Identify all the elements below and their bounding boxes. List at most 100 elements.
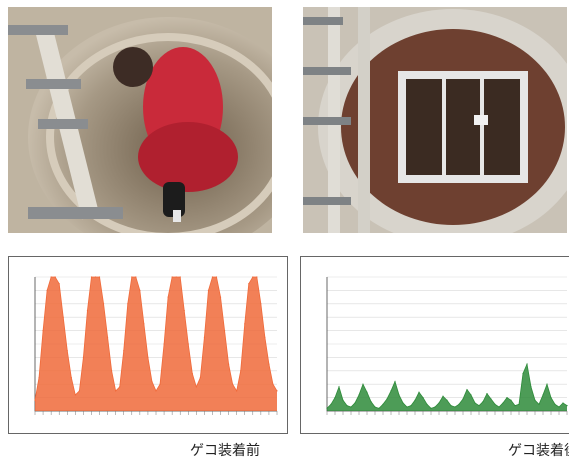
data-point bbox=[358, 394, 360, 396]
data-point bbox=[454, 406, 456, 408]
data-point bbox=[50, 276, 52, 278]
data-point bbox=[191, 372, 193, 375]
data-point bbox=[534, 399, 536, 401]
data-point bbox=[70, 376, 72, 379]
data-point bbox=[406, 406, 408, 408]
data-point bbox=[410, 405, 412, 407]
data-point bbox=[514, 405, 516, 407]
data-point bbox=[256, 276, 258, 278]
chart-before-plot bbox=[34, 276, 278, 415]
data-point bbox=[502, 402, 504, 404]
data-point bbox=[219, 296, 222, 298]
data-point bbox=[362, 383, 364, 385]
chart-after bbox=[300, 256, 569, 434]
data-point bbox=[370, 401, 372, 403]
data-point bbox=[268, 363, 270, 365]
data-point bbox=[438, 402, 440, 404]
data-point bbox=[442, 395, 444, 397]
data-point bbox=[426, 403, 428, 405]
data-point bbox=[171, 276, 173, 278]
data-point bbox=[127, 303, 129, 305]
data-point bbox=[546, 383, 548, 385]
data-point bbox=[98, 276, 101, 278]
caption-after: ゲコ装着後 bbox=[508, 443, 569, 459]
chart-before bbox=[8, 256, 288, 434]
data-point bbox=[111, 370, 113, 372]
data-point bbox=[163, 343, 165, 345]
data-point bbox=[240, 370, 242, 372]
data-point bbox=[264, 336, 266, 338]
data-point bbox=[244, 323, 246, 325]
data-point bbox=[86, 309, 89, 312]
data-point bbox=[236, 390, 238, 392]
data-point bbox=[66, 350, 68, 352]
data-point bbox=[102, 303, 105, 305]
data-point bbox=[558, 406, 560, 408]
data-point bbox=[350, 406, 352, 408]
data-point bbox=[354, 402, 356, 404]
data-point bbox=[338, 386, 340, 388]
data-point bbox=[334, 397, 336, 399]
data-point bbox=[566, 405, 568, 407]
data-point bbox=[390, 390, 392, 392]
data-point bbox=[179, 276, 181, 278]
data-point bbox=[215, 276, 218, 278]
data-point bbox=[466, 388, 468, 391]
data-point bbox=[82, 356, 84, 358]
data-point bbox=[175, 276, 177, 278]
data-point bbox=[272, 383, 274, 385]
data-point bbox=[74, 394, 76, 396]
data-point bbox=[478, 405, 480, 407]
data-point bbox=[276, 390, 278, 392]
data-point bbox=[450, 405, 452, 407]
chart-after-plot bbox=[326, 276, 568, 415]
data-point bbox=[90, 276, 93, 278]
data-point bbox=[414, 399, 416, 401]
data-point bbox=[430, 407, 432, 409]
data-point bbox=[470, 394, 472, 396]
data-point bbox=[159, 383, 161, 385]
data-point bbox=[223, 330, 226, 332]
data-point bbox=[506, 397, 508, 399]
data-point bbox=[474, 402, 476, 404]
data-point bbox=[550, 397, 552, 399]
data-point bbox=[462, 398, 464, 400]
data-point bbox=[147, 356, 149, 358]
data-point bbox=[458, 403, 460, 405]
data-point bbox=[538, 403, 540, 405]
data-point bbox=[510, 399, 512, 401]
data-point bbox=[486, 392, 488, 395]
data-point bbox=[115, 390, 117, 392]
data-point bbox=[498, 406, 500, 408]
data-point bbox=[252, 276, 254, 278]
data-point bbox=[155, 390, 157, 392]
data-point bbox=[554, 403, 556, 405]
data-point bbox=[248, 283, 250, 285]
data-point bbox=[42, 330, 44, 332]
data-point bbox=[378, 407, 380, 409]
data-point bbox=[530, 386, 532, 388]
data-point bbox=[446, 399, 448, 401]
data-point bbox=[135, 276, 137, 278]
manhole-with-grate-photo bbox=[303, 7, 567, 233]
data-point bbox=[382, 403, 384, 405]
data-point bbox=[94, 276, 97, 278]
data-point bbox=[386, 398, 388, 400]
data-point bbox=[346, 405, 348, 407]
data-point bbox=[199, 376, 201, 379]
data-point bbox=[211, 276, 214, 278]
data-point bbox=[58, 283, 60, 285]
data-point bbox=[434, 406, 436, 408]
data-point bbox=[326, 407, 328, 409]
data-point bbox=[151, 380, 153, 383]
data-point bbox=[542, 394, 544, 396]
data-point bbox=[518, 403, 520, 405]
data-point bbox=[123, 350, 125, 352]
data-point bbox=[107, 336, 109, 338]
data-point bbox=[228, 363, 230, 365]
data-point bbox=[482, 401, 484, 403]
data-point bbox=[119, 386, 121, 388]
data-point bbox=[330, 403, 332, 405]
data-point bbox=[143, 323, 145, 325]
data-point bbox=[398, 394, 400, 396]
